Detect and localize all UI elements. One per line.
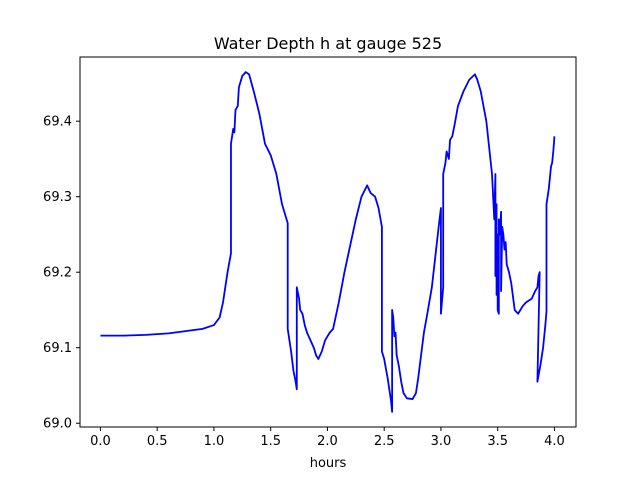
plot-frame	[79, 56, 577, 428]
series-line-0	[100, 71, 556, 413]
x-tick-label: 3.0	[431, 434, 452, 449]
plot-area	[80, 57, 576, 427]
x-tick-label: 0.0	[90, 434, 111, 449]
x-tick-label: 3.5	[487, 434, 508, 449]
x-tick-label: 0.5	[147, 434, 168, 449]
x-tick-label: 2.0	[317, 434, 338, 449]
x-tick-label: 1.0	[204, 434, 225, 449]
chart-title: Water Depth h at gauge 525	[214, 34, 442, 53]
x-tick-label: 1.5	[260, 434, 281, 449]
y-tick-label: 69.4	[43, 115, 72, 130]
y-tick-label: 69.0	[43, 417, 72, 432]
y-tick-label: 69.2	[43, 266, 72, 281]
x-axis-ticks: 0.0 0.5 1.0 1.5 2.0 2.5 3.0 3.5 4.0	[90, 427, 565, 449]
y-axis-ticks: 69.0 69.1 69.2 69.3 69.4	[43, 115, 80, 432]
y-tick-label: 69.3	[43, 190, 72, 205]
y-tick-label: 69.1	[43, 341, 72, 356]
series-layer	[100, 71, 556, 413]
x-tick-label: 4.0	[544, 434, 565, 449]
x-tick-label: 2.5	[374, 434, 395, 449]
x-axis-label: hours	[310, 456, 347, 471]
